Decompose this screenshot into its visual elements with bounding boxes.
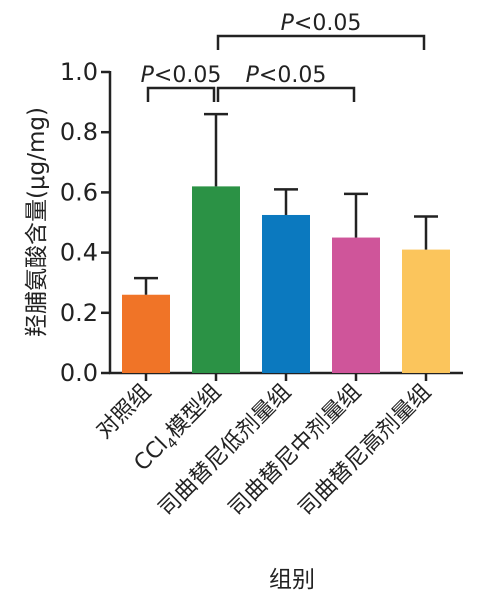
y-axis-label: 羟脯氨酸含量(μg/mg): [24, 107, 50, 337]
significance-bracket: [216, 34, 426, 50]
significance-brackets: P<0.05 P<0.05 P<0.05: [141, 11, 426, 102]
bar: [402, 249, 450, 373]
bar: [192, 186, 240, 373]
bar: [332, 237, 380, 373]
bar: [122, 294, 170, 373]
y-tick-label: 0.8: [60, 118, 98, 146]
significance-label: P<0.05: [281, 11, 362, 36]
y-tick-label: 0.2: [60, 299, 98, 327]
x-axis-label: 组别: [269, 567, 315, 593]
significance-bracket: [216, 86, 356, 102]
y-tick-label: 1.0: [60, 58, 98, 86]
significance-label: P<0.05: [246, 63, 327, 88]
category-label: 司曲替尼高剂量组: [294, 380, 436, 522]
category-label: 司曲替尼中剂量组: [224, 380, 366, 522]
bar: [262, 214, 310, 373]
y-tick-label: 0.6: [60, 178, 98, 206]
significance-label: P<0.05: [141, 63, 222, 88]
bars: [122, 186, 450, 373]
category-label: 对照组: [92, 380, 156, 444]
y-tick-label: 0.0: [60, 359, 98, 387]
y-tick-label: 0.4: [60, 239, 98, 267]
axes: 0.0 0.2 0.4 0.6 0.8 1.0: [60, 58, 463, 387]
error-bars: [134, 112, 438, 295]
significance-bracket: [146, 86, 216, 102]
